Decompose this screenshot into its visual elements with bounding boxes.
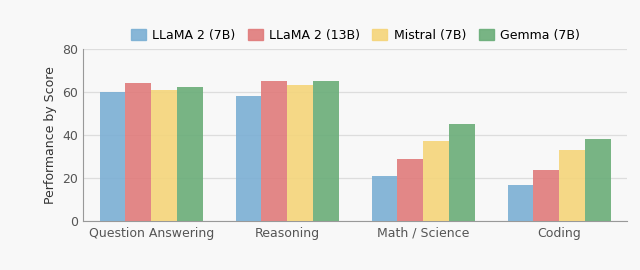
Bar: [236, 96, 261, 221]
Bar: [99, 92, 125, 221]
Bar: [151, 90, 177, 221]
Bar: [371, 176, 397, 221]
Bar: [287, 85, 313, 221]
Bar: [313, 81, 339, 221]
Bar: [449, 124, 475, 221]
Bar: [508, 185, 533, 221]
Bar: [177, 87, 203, 221]
Legend: LLaMA 2 (7B), LLaMA 2 (13B), Mistral (7B), Gemma (7B): LLaMA 2 (7B), LLaMA 2 (13B), Mistral (7B…: [125, 24, 585, 47]
Bar: [423, 141, 449, 221]
Bar: [397, 159, 423, 221]
Bar: [559, 150, 585, 221]
Y-axis label: Performance by Score: Performance by Score: [44, 66, 57, 204]
Bar: [125, 83, 151, 221]
Bar: [533, 170, 559, 221]
Bar: [585, 139, 611, 221]
Bar: [261, 81, 287, 221]
